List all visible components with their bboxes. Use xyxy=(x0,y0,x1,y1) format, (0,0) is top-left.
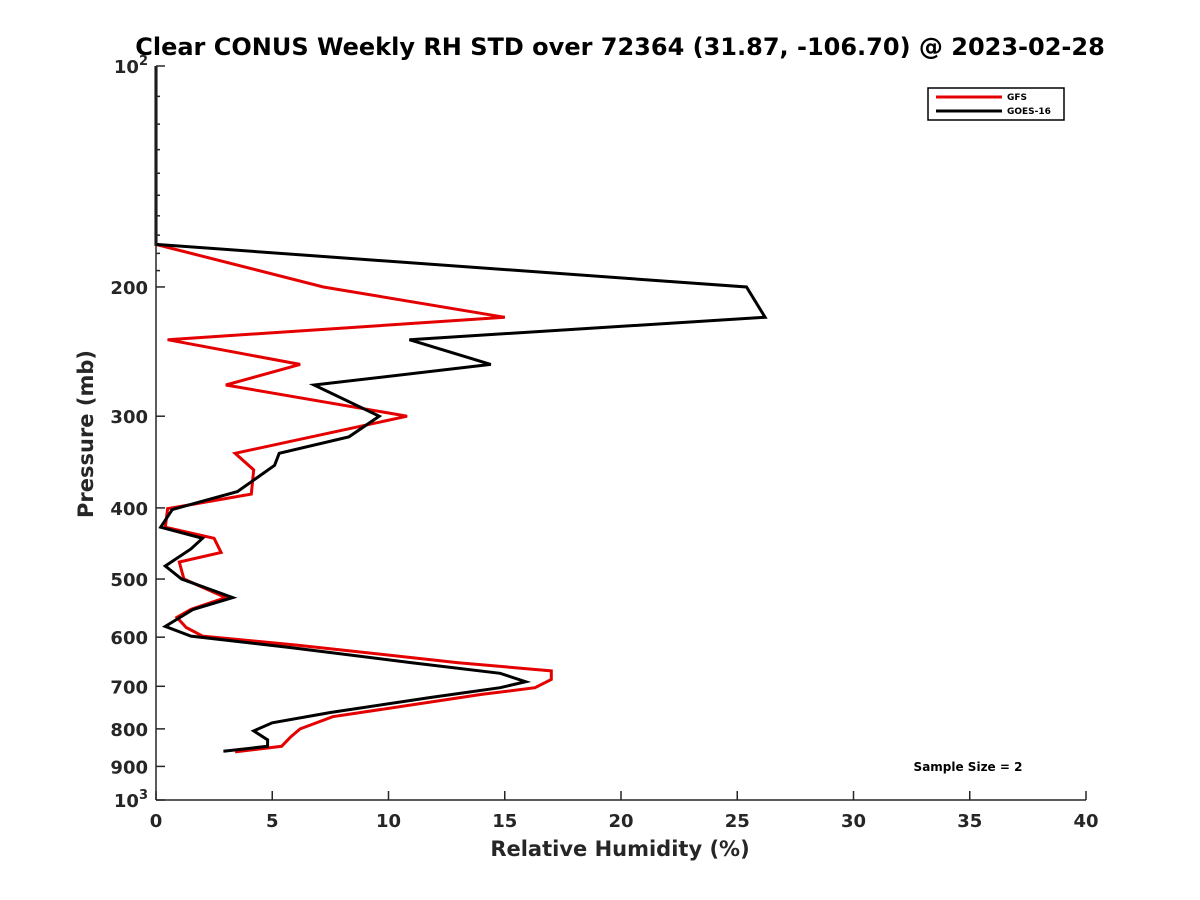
y-tick-label-base: 10 xyxy=(114,791,139,812)
series-layer xyxy=(154,66,768,754)
x-tick-label: 25 xyxy=(725,811,750,832)
legend-label: GFS xyxy=(1007,93,1027,103)
y-tick-label: 600 xyxy=(110,628,148,649)
y-tick-label: 500 xyxy=(110,570,148,591)
legend: GFS GOES-16 xyxy=(927,87,1065,121)
y-tick-label: 700 xyxy=(110,677,148,698)
y-tick-label: 102 xyxy=(114,54,148,78)
y-tick-label: 900 xyxy=(110,757,148,778)
chart-title: Clear CONUS Weekly RH STD over 72364 (31… xyxy=(135,33,1105,61)
y-tick-label: 200 xyxy=(110,278,148,299)
x-axis-label: Relative Humidity (%) xyxy=(490,837,749,861)
x-tick-label: 10 xyxy=(376,811,401,832)
y-tick-label-exponent: 2 xyxy=(139,54,148,69)
y-axis-label: Pressure (mb) xyxy=(74,350,98,518)
x-tick-label: 40 xyxy=(1073,811,1098,832)
legend-label: GOES-16 xyxy=(1007,107,1051,117)
sample-size-annotation: Sample Size = 2 xyxy=(914,760,1023,774)
x-tick-label: 20 xyxy=(608,811,633,832)
y-tick-label: 400 xyxy=(110,499,148,520)
legend-box xyxy=(927,87,1065,121)
y-tick-label-exponent: 3 xyxy=(139,788,148,803)
x-tick-label: 0 xyxy=(150,811,163,832)
x-tick-label: 30 xyxy=(841,811,866,832)
x-tick-label: 35 xyxy=(957,811,982,832)
x-tick-label: 15 xyxy=(492,811,517,832)
y-tick-label: 300 xyxy=(110,407,148,428)
series-line-goes-16 xyxy=(154,66,768,753)
x-tick-label: 5 xyxy=(266,811,279,832)
y-tick-label: 800 xyxy=(110,720,148,741)
y-tick-label-base: 10 xyxy=(114,57,139,78)
y-tick-label: 103 xyxy=(114,788,148,812)
axes: 0 5 10 15 20 25 30 35 40102200300400500600700800… xyxy=(110,54,1098,832)
